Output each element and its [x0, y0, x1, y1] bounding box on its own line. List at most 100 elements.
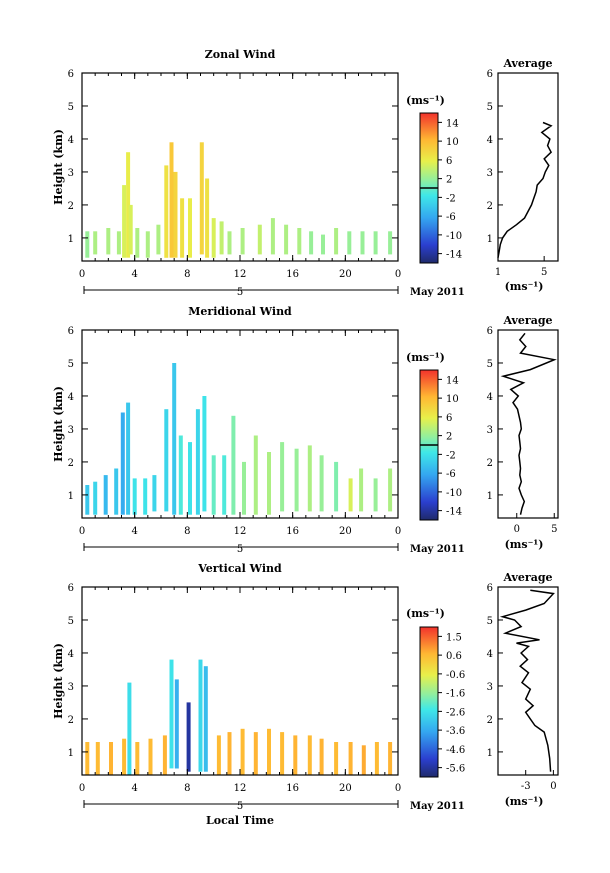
colorbar-tick-label: 6: [446, 156, 452, 167]
heatmap-cell: [122, 738, 127, 775]
colorbar-tick-label: -5.6: [446, 764, 465, 775]
date-label: May 2011: [410, 544, 465, 555]
heatmap-cell: [361, 745, 366, 775]
x-tick-label: 8: [184, 783, 190, 794]
chart-title: Zonal Wind: [205, 48, 276, 61]
heatmap-cell: [172, 363, 177, 515]
heatmap-cell: [242, 461, 246, 515]
y-axis-label: Height (km): [52, 643, 65, 719]
x-tick-label: 16: [286, 526, 299, 537]
colorbar-tick-label: 14: [446, 375, 459, 386]
x-tick-label: 8: [184, 269, 190, 280]
heatmap-cell: [373, 231, 378, 255]
heatmap-cell: [188, 442, 192, 515]
heatmap-cell: [309, 231, 314, 255]
x-tick-label: 0: [395, 269, 401, 280]
y-tick-label: 5: [68, 616, 74, 627]
x-tick-label: 0: [79, 783, 85, 794]
colorbar-tick-label: -6: [446, 469, 456, 480]
heatmap-cell: [126, 152, 131, 258]
heatmap-cell: [297, 228, 302, 255]
heatmap-cell: [195, 409, 200, 515]
heatmap-cell: [388, 231, 393, 255]
average-y-tick-label: 2: [487, 458, 493, 469]
average-y-tick-label: 5: [487, 616, 493, 627]
heatmap-cell: [109, 742, 113, 775]
heatmap-cells: [85, 659, 393, 775]
y-tick-label: 2: [68, 201, 74, 212]
heatmap-cell: [169, 659, 174, 769]
heatmap-cell: [253, 732, 258, 775]
heatmap-cell: [116, 231, 121, 255]
average-profile: Average (ms⁻¹) 1 2 3 4 5 6 -3 0: [487, 571, 559, 808]
time-bar: 5 May 2011: [83, 800, 465, 812]
colorbar-tick-label: -10: [446, 488, 462, 499]
heatmap-cell: [103, 475, 108, 515]
average-y-tick-label: 3: [487, 425, 493, 436]
heatmap-cell: [174, 679, 179, 769]
x-tick-label: 8: [184, 526, 190, 537]
average-y-tick-label: 3: [487, 682, 493, 693]
heatmap-cell: [205, 178, 210, 258]
colorbar-tick-label: -6: [446, 212, 456, 223]
colorbar: (ms⁻¹) 14 10 6 2 -2 -6 -10 -14: [406, 351, 462, 521]
heatmap-cell: [162, 735, 167, 775]
average-frame: [497, 586, 559, 776]
colorbar-tick-label: -1.6: [446, 689, 465, 700]
colorbar-tick-label: 14: [446, 118, 459, 129]
heatmap-cell: [114, 468, 119, 515]
average-frame: [497, 329, 559, 519]
average-profile: Average (ms⁻¹) 1 2 3 4 5 6 1 5: [487, 57, 559, 293]
y-tick-label: 4: [68, 649, 74, 660]
average-y-tick-label: 6: [487, 583, 493, 594]
x-tick-label: 12: [234, 783, 247, 794]
heatmap-cell: [373, 478, 378, 512]
y-tick-label: 1: [68, 748, 74, 759]
heatmap-cell: [388, 742, 393, 775]
heatmap-cell: [95, 742, 100, 775]
average-x-tick-label: -3: [521, 781, 531, 792]
heatmap-cell: [199, 142, 204, 255]
heatmap-cell: [85, 231, 90, 258]
colorbar-tick-label: -14: [446, 507, 462, 518]
colorbar-tick-label: 2: [446, 175, 452, 186]
time-bar: 5 May 2011: [83, 543, 465, 555]
heatmap-cell: [240, 228, 245, 255]
heatmap-cell: [227, 732, 232, 775]
heatmap-cell: [211, 455, 216, 515]
heatmap-cell: [211, 218, 216, 258]
heatmap-cell: [348, 742, 353, 775]
average-line: [499, 589, 555, 772]
y-tick-label: 1: [68, 491, 74, 502]
colorbar-tick-label: -3.6: [446, 726, 465, 737]
heatmap-cell: [307, 445, 312, 512]
average-x-tick-label: 0: [514, 524, 520, 535]
y-tick-label: 5: [68, 102, 74, 113]
average-frame: [497, 72, 559, 262]
heatmap-cell: [188, 198, 192, 258]
y-tick-label: 2: [68, 458, 74, 469]
heatmap-cell: [122, 185, 127, 258]
average-x-tick-label: 0: [550, 781, 556, 792]
heatmap-cell: [270, 218, 275, 255]
y-tick-label: 6: [68, 326, 74, 337]
x-tick-label: 20: [339, 526, 352, 537]
average-line: [500, 332, 557, 515]
heatmap-cell: [284, 224, 289, 255]
y-tick-label: 4: [68, 135, 74, 146]
x-tick-label: 0: [79, 269, 85, 280]
heatmap-cell: [374, 742, 379, 775]
heatmap-cell: [227, 231, 232, 255]
heatmap-cell: [280, 732, 285, 775]
date-label: May 2011: [410, 287, 465, 298]
colorbar-gradient: [419, 626, 439, 778]
y-axis-label: Height (km): [52, 386, 65, 462]
heatmap-cell: [126, 402, 131, 515]
heatmap-cells: [85, 363, 393, 515]
day-label: 5: [237, 544, 243, 555]
heatmap-cell: [222, 455, 227, 515]
average-y-tick-label: 6: [487, 69, 493, 80]
